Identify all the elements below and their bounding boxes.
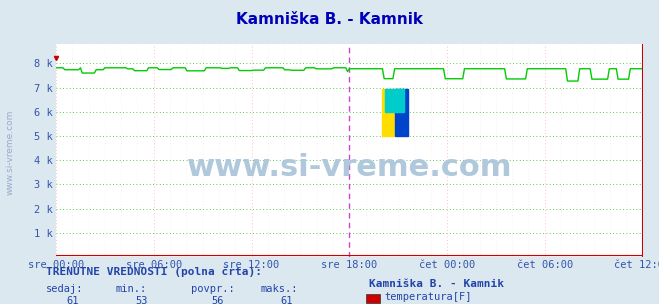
Text: 56: 56 <box>212 296 223 304</box>
Text: 53: 53 <box>136 296 148 304</box>
Text: povpr.:: povpr.: <box>191 284 235 294</box>
Bar <box>386 89 404 112</box>
Text: sedaj:: sedaj: <box>46 284 84 294</box>
Text: Kamniška B. - Kamnik: Kamniška B. - Kamnik <box>236 12 423 27</box>
Text: www.si-vreme.com: www.si-vreme.com <box>186 153 512 182</box>
Text: maks.:: maks.: <box>260 284 298 294</box>
Text: 61: 61 <box>281 296 293 304</box>
Bar <box>382 89 395 136</box>
Text: www.si-vreme.com: www.si-vreme.com <box>5 109 14 195</box>
Text: TRENUTNE VREDNOSTI (polna črta):: TRENUTNE VREDNOSTI (polna črta): <box>46 267 262 277</box>
Text: temperatura[F]: temperatura[F] <box>384 292 472 302</box>
Text: min.:: min.: <box>115 284 146 294</box>
Bar <box>395 89 408 136</box>
Text: 61: 61 <box>67 296 78 304</box>
Text: Kamniška B. - Kamnik: Kamniška B. - Kamnik <box>369 279 504 289</box>
